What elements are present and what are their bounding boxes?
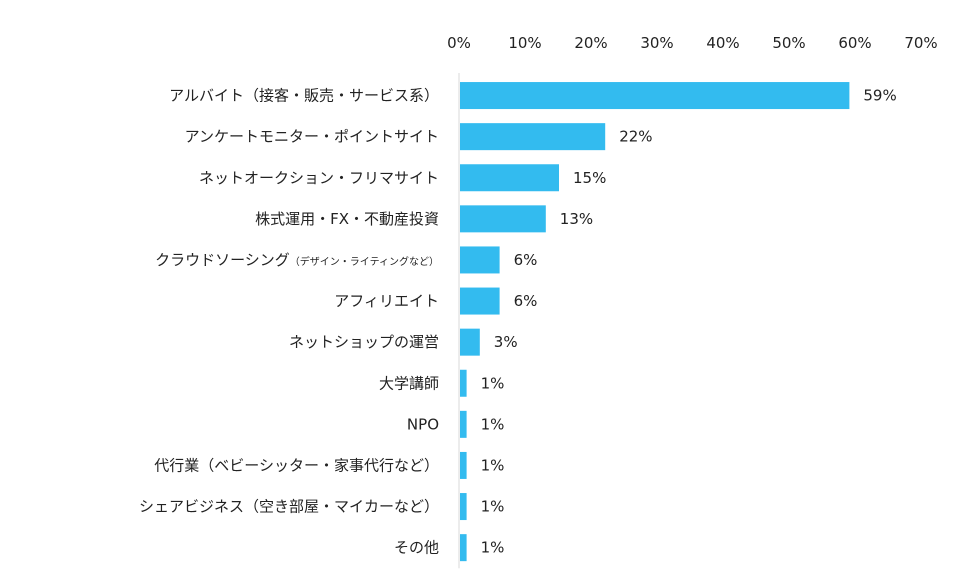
- category-label: アンケートモニター・ポイントサイト: [185, 128, 439, 146]
- x-tick-label: 70%: [904, 34, 937, 52]
- bar: [460, 287, 500, 315]
- value-label: 15%: [573, 169, 606, 187]
- value-label: 1%: [481, 498, 505, 516]
- category-label: クラウドソーシング（デザイン・ライティングなど）: [155, 251, 439, 269]
- category-label-main: ネットショップの運営: [289, 333, 439, 351]
- bar: [460, 410, 467, 438]
- x-tick-label: 30%: [640, 34, 673, 52]
- x-tick-label: 0%: [447, 34, 471, 52]
- value-label: 59%: [863, 87, 896, 105]
- category-label: ネットショップの運営: [289, 333, 439, 351]
- value-label: 13%: [560, 210, 593, 228]
- value-label: 1%: [481, 374, 505, 392]
- bar: [460, 328, 480, 356]
- bar: [460, 534, 467, 562]
- category-label: アフィリエイト: [334, 292, 439, 310]
- category-label-main: クラウドソーシング: [155, 251, 290, 269]
- category-label-main: NPO: [407, 415, 439, 433]
- category-label-main: アフィリエイト: [334, 292, 439, 310]
- x-tick-label: 50%: [772, 34, 805, 52]
- category-label: 代行業（ベビーシッター・家事代行など）: [154, 456, 439, 474]
- x-tick-label: 60%: [838, 34, 871, 52]
- value-label: 6%: [514, 251, 538, 269]
- bar: [460, 123, 606, 151]
- category-label-sub: （デザイン・ライティングなど）: [290, 255, 439, 268]
- category-label-main: 株式運用・FX・不動産投資: [255, 210, 439, 228]
- category-label: シェアビジネス（空き部屋・マイカーなど）: [139, 498, 439, 516]
- category-label-main: 代行業（ベビーシッター・家事代行など）: [154, 456, 439, 474]
- category-label: 大学講師: [379, 374, 439, 392]
- bar: [460, 493, 467, 521]
- bar: [460, 451, 467, 479]
- category-label: アルバイト（接客・販売・サービス系）: [169, 87, 439, 105]
- category-label-main: 大学講師: [379, 374, 439, 392]
- value-label: 1%: [481, 415, 505, 433]
- value-label: 3%: [494, 333, 518, 351]
- category-label-main: ネットオークション・フリマサイト: [199, 169, 439, 187]
- bar: [460, 246, 500, 274]
- x-tick-label: 40%: [706, 34, 739, 52]
- category-label-main: シェアビジネス（空き部屋・マイカーなど）: [139, 498, 439, 516]
- bar: [460, 164, 559, 192]
- value-label: 1%: [481, 456, 505, 474]
- category-label: ネットオークション・フリマサイト: [199, 169, 439, 187]
- bar: [460, 205, 546, 233]
- bar: [460, 82, 850, 110]
- category-label: その他: [394, 539, 439, 557]
- x-tick-label: 10%: [508, 34, 541, 52]
- category-label: NPO: [407, 415, 439, 433]
- x-tick-label: 20%: [574, 34, 607, 52]
- category-label-main: アンケートモニター・ポイントサイト: [185, 128, 439, 146]
- category-label-main: その他: [394, 539, 439, 557]
- value-label: 22%: [619, 128, 652, 146]
- value-label: 6%: [514, 292, 538, 310]
- category-label-main: アルバイト（接客・販売・サービス系）: [169, 87, 439, 105]
- bar: [460, 369, 467, 397]
- value-label: 1%: [481, 539, 505, 557]
- category-label: 株式運用・FX・不動産投資: [255, 210, 439, 228]
